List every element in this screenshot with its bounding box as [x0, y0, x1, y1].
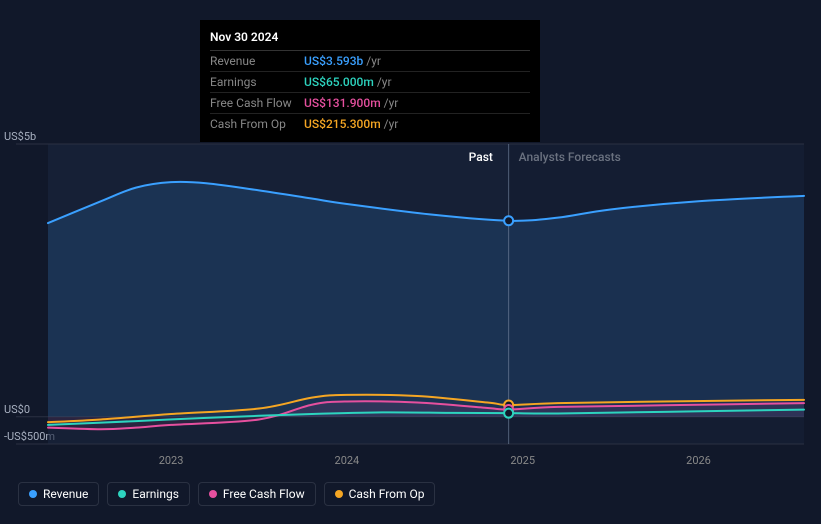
x-tick-label: 2025	[510, 454, 535, 467]
legend-item-free-cash-flow[interactable]: Free Cash Flow	[198, 482, 316, 506]
chart-legend: Revenue Earnings Free Cash Flow Cash From O…	[18, 482, 435, 506]
legend-item-cash-from-op[interactable]: Cash From Op	[324, 482, 436, 506]
legend-item-revenue[interactable]: Revenue	[18, 482, 99, 506]
tooltip-row: EarningsUS$65.000m/yr	[210, 72, 530, 93]
legend-label: Free Cash Flow	[223, 487, 305, 501]
tooltip-row-label: Free Cash Flow	[210, 96, 304, 110]
legend-dot	[29, 490, 37, 498]
legend-item-earnings[interactable]: Earnings	[107, 482, 190, 506]
tooltip-row: Cash From OpUS$215.300m/yr	[210, 114, 530, 134]
tooltip-rows: RevenueUS$3.593b/yrEarningsUS$65.000m/yr…	[210, 51, 530, 134]
tooltip-date: Nov 30 2024	[210, 26, 530, 51]
tooltip-row-value: US$65.000m	[304, 75, 374, 89]
tooltip-row-value: US$131.900m	[304, 96, 381, 110]
y-tick-label: US$5b	[4, 130, 36, 143]
x-tick-label: 2024	[335, 454, 360, 467]
legend-dot	[335, 490, 343, 498]
tooltip-row-label: Earnings	[210, 75, 304, 89]
tooltip-row-label: Cash From Op	[210, 117, 304, 131]
tooltip-row-unit: /yr	[384, 117, 399, 131]
tooltip-row: RevenueUS$3.593b/yr	[210, 51, 530, 72]
x-tick-label: 2026	[686, 454, 711, 467]
legend-label: Cash From Op	[349, 487, 425, 501]
forecast-region-label: Analysts Forecasts	[519, 150, 621, 164]
legend-label: Revenue	[43, 487, 88, 501]
tooltip-row-unit: /yr	[384, 96, 399, 110]
past-region-label: Past	[469, 150, 493, 164]
tooltip-row-unit: /yr	[366, 54, 381, 68]
legend-dot	[118, 490, 126, 498]
legend-label: Earnings	[132, 487, 179, 501]
chart-plot	[16, 144, 804, 444]
legend-dot	[209, 490, 217, 498]
tooltip-row: Free Cash FlowUS$131.900m/yr	[210, 93, 530, 114]
tooltip-row-value: US$3.593b	[304, 54, 363, 68]
tooltip-row-label: Revenue	[210, 54, 304, 68]
x-tick-label: 2023	[159, 454, 184, 467]
chart-tooltip: Nov 30 2024 RevenueUS$3.593b/yrEarningsU…	[200, 20, 540, 142]
tooltip-row-unit: /yr	[377, 75, 392, 89]
tooltip-row-value: US$215.300m	[304, 117, 381, 131]
